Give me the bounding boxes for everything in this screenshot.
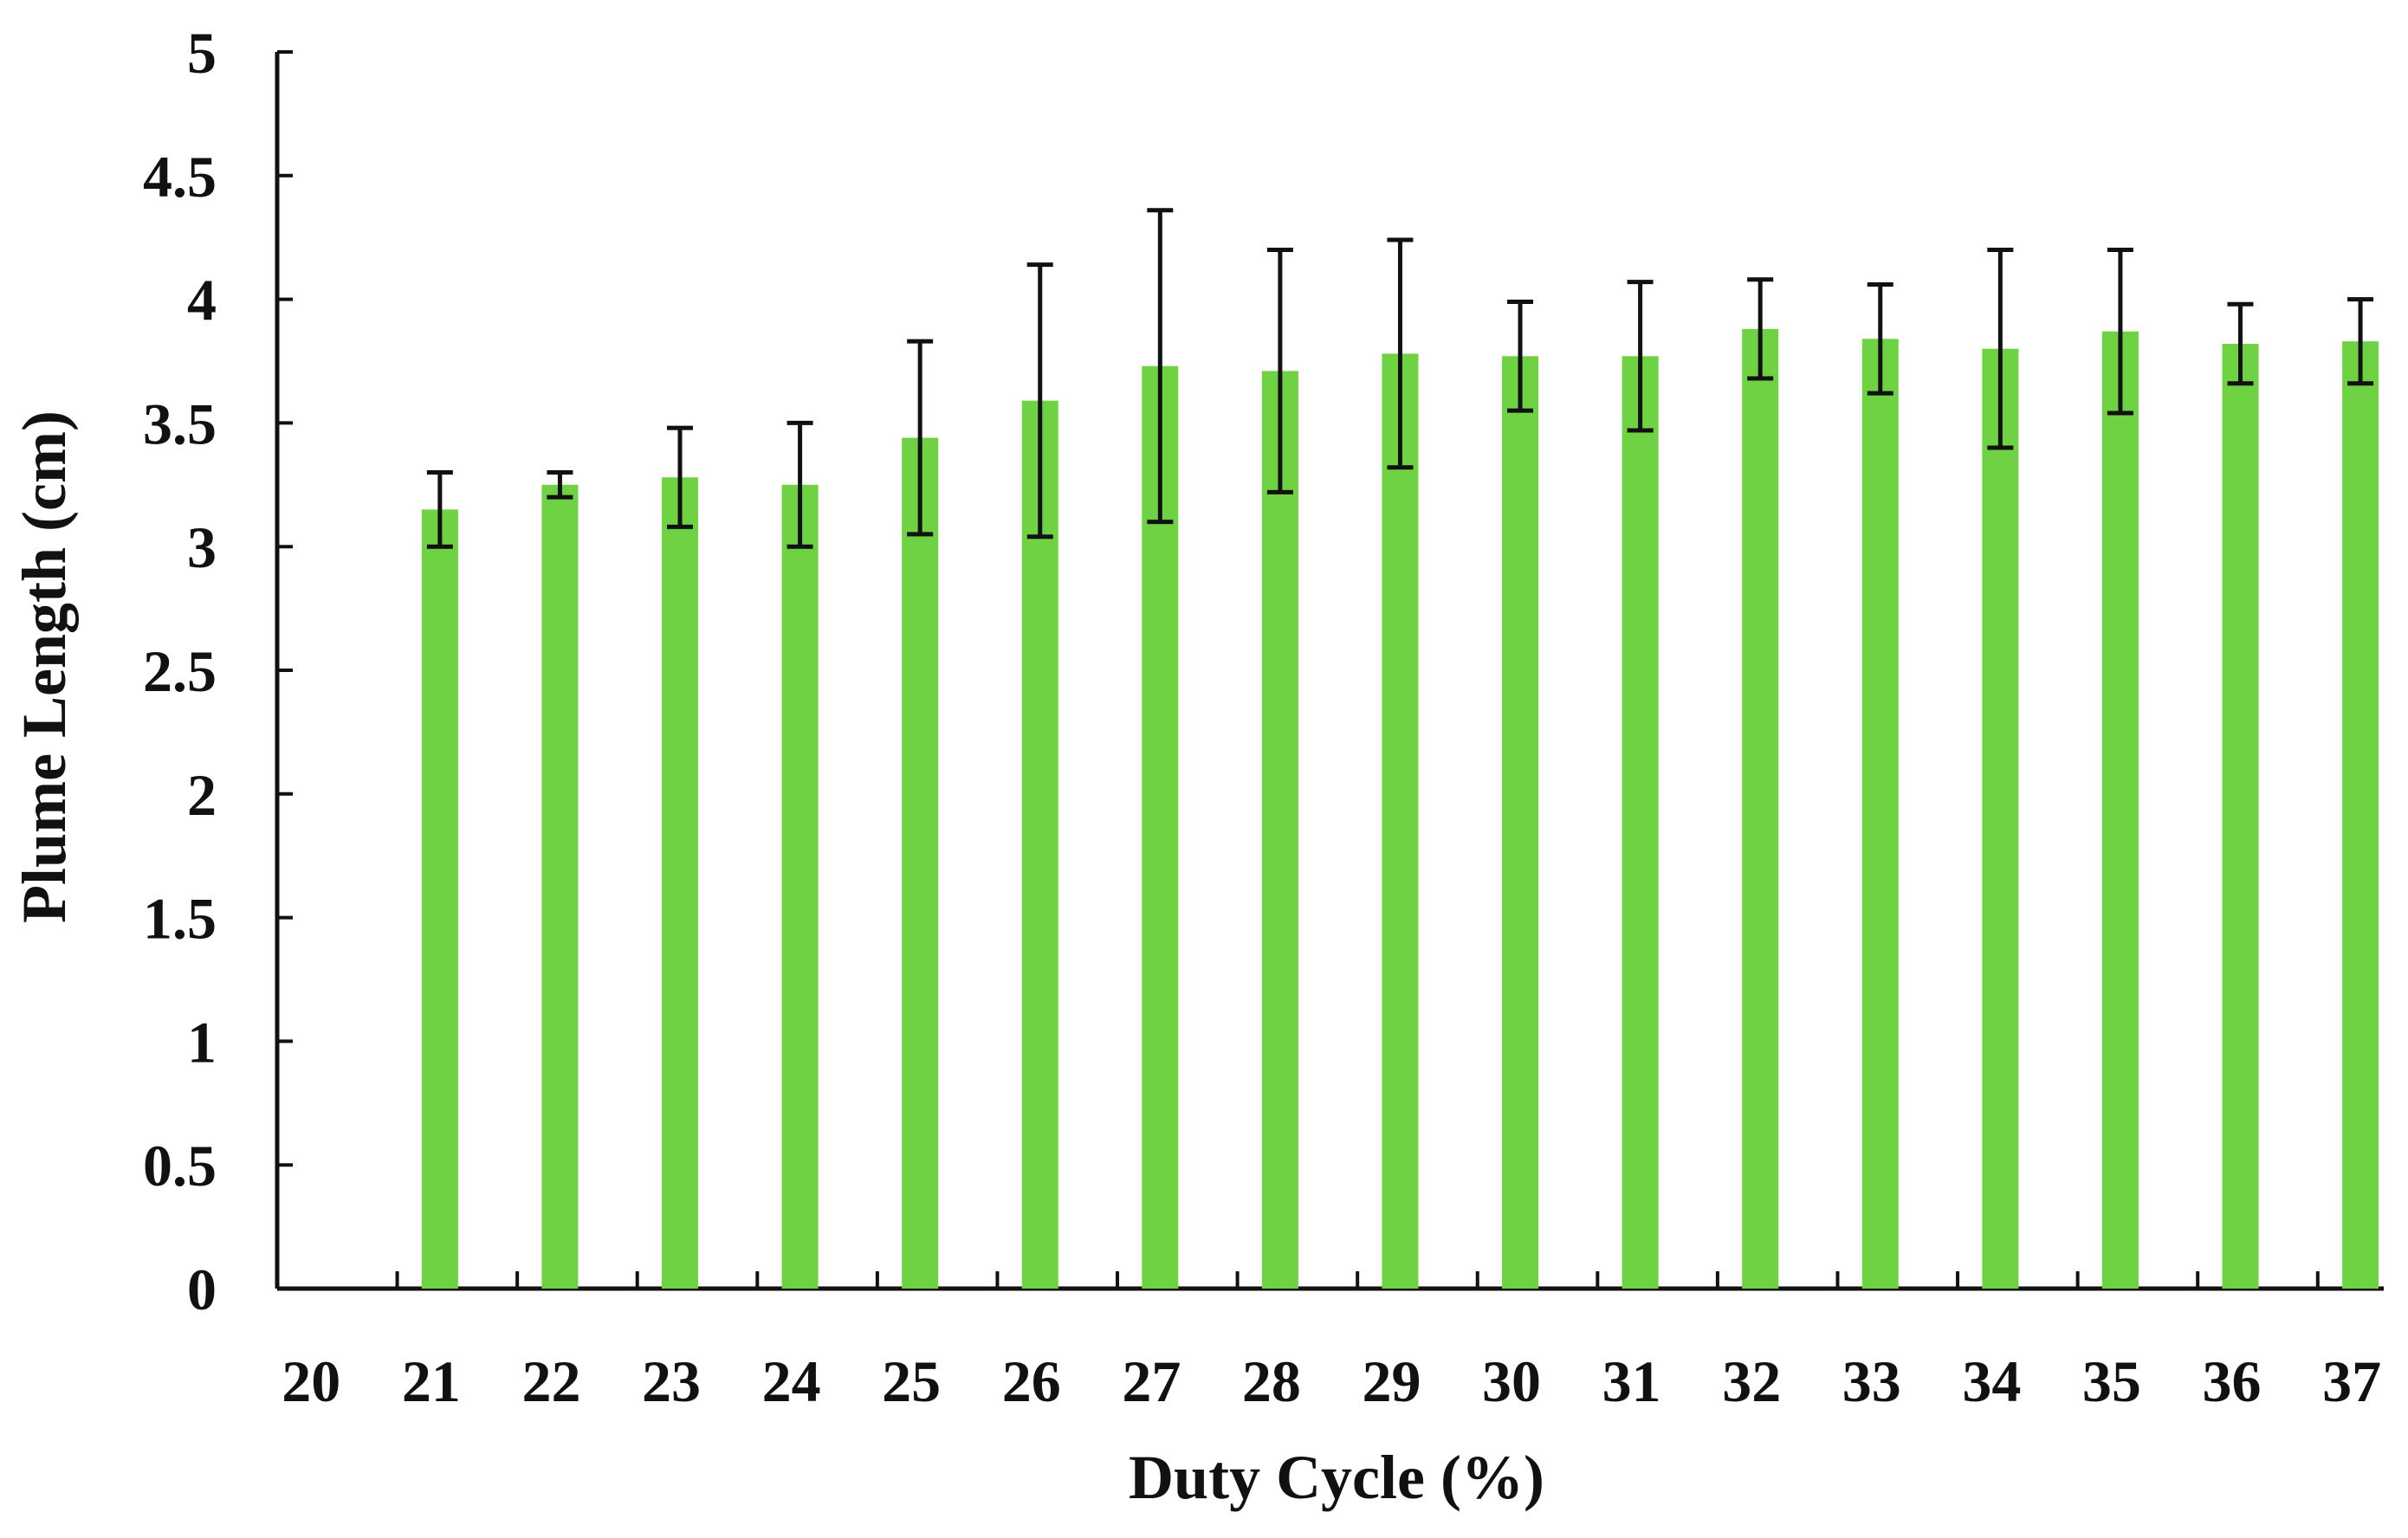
x-tick-label: 27 [1122,1348,1181,1414]
y-tick-label: 0 [187,1257,217,1322]
bar-37 [2342,341,2379,1289]
bar-33 [1861,339,1899,1289]
y-tick-label: 1 [187,1009,217,1075]
x-tick-label: 31 [1602,1348,1661,1414]
y-tick-label: 0.5 [143,1133,217,1199]
x-tick-label: 30 [1482,1348,1541,1414]
x-tick-label: 32 [1722,1348,1781,1414]
y-tick-label: 1.5 [143,886,217,952]
error-bar-27 [1147,208,1174,525]
error-bar-34 [1987,247,2014,450]
y-axis-title: Plume Length (cm) [10,410,79,923]
bar-29 [1382,353,1419,1289]
x-tick-label: 33 [1842,1348,1901,1414]
x-tick-label: 29 [1362,1348,1421,1414]
bar-36 [2222,344,2259,1289]
x-tick-label: 34 [1962,1348,2021,1414]
y-tick-label: 4 [187,268,217,333]
bar-26 [1021,400,1058,1289]
x-tick-label: 23 [642,1348,701,1414]
error-bar-33 [1867,281,1893,396]
x-tick-label: 37 [2322,1348,2381,1414]
error-bar-37 [2347,297,2374,386]
error-bar-22 [547,470,573,500]
x-axis-title: Duty Cycle (%) [1129,1443,1544,1512]
bar-35 [2101,331,2139,1289]
error-bar-26 [1026,262,1053,540]
bar-23 [662,477,699,1289]
error-bar-35 [2107,247,2133,416]
bar-21 [421,509,458,1289]
bar-22 [541,484,579,1289]
error-bars [426,208,2374,549]
bar-31 [1622,356,1659,1289]
y-tick-label: 2 [187,762,217,828]
error-bar-32 [1747,277,1774,381]
x-tick-label: 35 [2082,1348,2141,1414]
x-tick-label: 24 [762,1348,821,1414]
error-bar-28 [1266,247,1293,494]
error-bar-36 [2227,301,2254,386]
y-tick-label: 5 [187,20,217,86]
y-axis: 0 0.5 1 1.5 2 2.5 3 3.5 4 4.5 5 [143,20,293,1322]
x-tick-label: 25 [882,1348,941,1414]
x-tick-label: 28 [1242,1348,1301,1414]
bar-30 [1502,356,1539,1289]
bar-32 [1742,328,1779,1289]
bar-24 [781,484,819,1289]
error-bar-25 [907,339,934,537]
x-tick-label: 20 [282,1348,340,1414]
x-tick-label: 22 [521,1348,580,1414]
bars [421,328,2379,1289]
error-bar-23 [667,425,694,529]
bar-28 [1261,371,1298,1289]
error-bar-31 [1627,280,1654,433]
y-tick-label: 3 [187,514,217,580]
x-tick-label: 26 [1002,1348,1061,1414]
error-bar-30 [1507,299,1534,413]
x-axis: 20 21 22 23 24 25 26 27 28 29 30 31 32 33 34 35 36 37 [277,1271,2384,1414]
bar-34 [1982,348,2019,1289]
error-bar-24 [786,420,813,549]
error-bar-29 [1387,237,1414,470]
error-bar-21 [426,470,453,549]
y-tick-label: 3.5 [143,391,217,456]
x-tick-label: 36 [2202,1348,2261,1414]
bar-25 [902,437,939,1289]
x-tick-label: 21 [402,1348,461,1414]
y-tick-label: 2.5 [143,638,217,704]
y-tick-label: 4.5 [143,144,217,210]
